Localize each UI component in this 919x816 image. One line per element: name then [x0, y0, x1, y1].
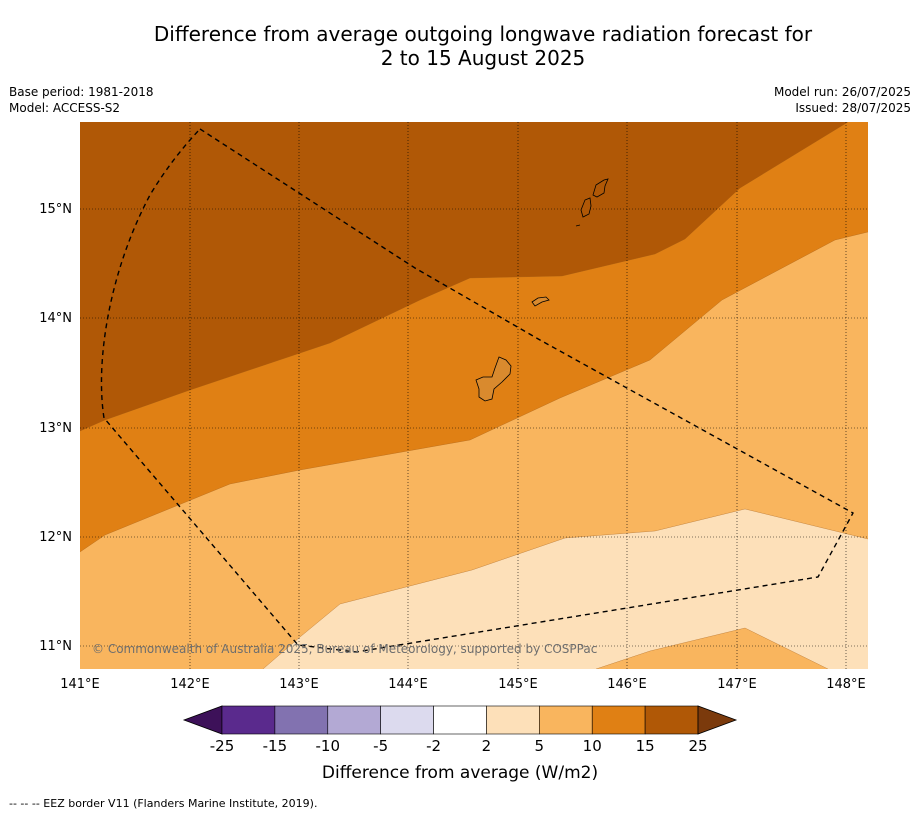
colorbar-tick-label: -15 — [263, 737, 288, 755]
contour-lines — [80, 122, 868, 669]
model-name: Model: ACCESS-S2 — [9, 101, 121, 115]
lon-labels: 141°E 142°E 143°E 144°E 145°E 146°E 147°… — [60, 677, 866, 692]
colorbar-segment — [221, 705, 276, 735]
eez-footnote: -- -- -- EEZ border V11 (Flanders Marine… — [9, 797, 318, 810]
colorbar-segment — [644, 705, 699, 735]
lon-label-143e: 143°E — [279, 677, 319, 692]
guam-island — [475, 356, 512, 402]
colorbar-tick-label: 10 — [583, 737, 602, 755]
meta-left: Base period: 1981-2018 Model: ACCESS-S2 — [9, 84, 154, 116]
colorbar-title: Difference from average (W/m2) — [322, 763, 598, 783]
colorbar-tick-label: -5 — [373, 737, 388, 755]
colorbar-segment — [380, 705, 434, 735]
lat-label-11n: 11°N — [39, 639, 72, 654]
lon-label-148e: 148°E — [826, 677, 866, 692]
eez-border — [100, 128, 854, 653]
lon-label-142e: 142°E — [170, 677, 210, 692]
colorbar-segment — [591, 705, 646, 735]
lon-label-141e: 141°E — [60, 677, 100, 692]
colorbar-segment — [274, 705, 329, 735]
colorbar-extend-low — [182, 705, 223, 735]
colorbar-tick-label: -25 — [210, 737, 235, 755]
title-line-2: 2 to 15 August 2025 — [380, 46, 586, 70]
model-run-date: Model run: 26/07/2025 — [773, 85, 911, 99]
lon-label-146e: 146°E — [607, 677, 647, 692]
colorbar-tick-label: 5 — [535, 737, 545, 755]
colorbar-segment — [327, 705, 381, 735]
base-period: Base period: 1981-2018 — [9, 85, 154, 99]
colorbar-tick-label: -2 — [426, 737, 441, 755]
colorbar-tick-label: 15 — [636, 737, 655, 755]
colorbar-segment — [486, 705, 540, 735]
lat-label-15n: 15°N — [39, 202, 72, 217]
tinian-island — [580, 197, 592, 218]
meta-right: Model run: 26/07/2025 Issued: 28/07/2025 — [774, 84, 911, 116]
chart-title: Difference from average outgoing longwav… — [0, 22, 919, 70]
colorbar-tick-label: -10 — [316, 737, 341, 755]
issued-date: Issued: 28/07/2025 — [795, 101, 911, 115]
band-5-10-south — [540, 628, 868, 669]
lat-label-12n: 12°N — [39, 530, 72, 545]
colorbar-extend-high — [697, 705, 738, 735]
map-panel: © Commonwealth of Australia 2025, Bureau… — [80, 122, 868, 669]
lon-label-147e: 147°E — [717, 677, 757, 692]
lon-label-144e: 144°E — [388, 677, 428, 692]
band-15-25 — [80, 122, 848, 431]
colorbar-tick-label: 2 — [482, 737, 492, 755]
lat-label-13n: 13°N — [39, 421, 72, 436]
lat-label-14n: 14°N — [39, 311, 72, 326]
saipan-island — [592, 178, 609, 198]
colorbar: -25 -15 -10 -5 -2 2 5 10 15 25 — [182, 705, 738, 755]
lat-labels: 15°N 14°N 13°N 12°N 11°N — [39, 202, 72, 654]
aguijan-island — [575, 224, 581, 227]
rota-island — [531, 296, 550, 307]
copyright-text: © Commonwealth of Australia 2025, Bureau… — [92, 642, 597, 656]
colorbar-segment — [539, 705, 593, 735]
title-line-1: Difference from average outgoing longwav… — [153, 22, 813, 46]
graticule — [80, 122, 868, 669]
lon-label-145e: 145°E — [498, 677, 538, 692]
colorbar-tick-label: 25 — [688, 737, 707, 755]
colorbar-segment — [433, 705, 487, 735]
